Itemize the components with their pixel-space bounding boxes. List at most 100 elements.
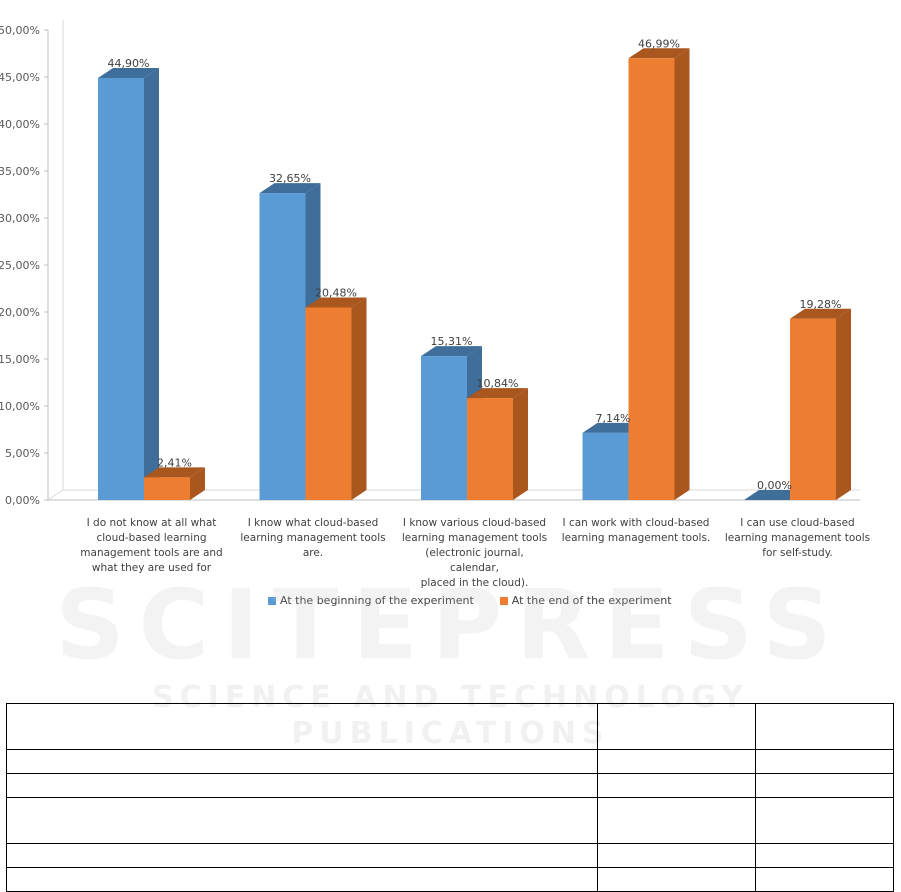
legend: At the beginning of the experiment At th… xyxy=(268,594,698,607)
table-row xyxy=(5,843,894,868)
table-cell xyxy=(597,867,757,892)
y-tick-label: 0,00% xyxy=(5,494,40,507)
bar-top-end-0 xyxy=(144,467,205,478)
bar-top-beginning-2 xyxy=(421,346,482,357)
category-label-line: learning management tools xyxy=(724,532,871,544)
data-label-end-1: 20,48% xyxy=(315,286,357,299)
legend-swatch-beginning xyxy=(268,596,276,605)
category-label-line: management tools are and xyxy=(80,547,223,559)
category-label-0: I do not know at all what cloud-based lea… xyxy=(77,516,227,576)
bar-end-2 xyxy=(467,398,513,500)
legend-item-beginning: At the beginning of the experiment xyxy=(268,594,474,607)
bar-end-0 xyxy=(144,477,190,500)
bar-top-beginning-1 xyxy=(259,183,321,194)
table-cell xyxy=(5,797,599,844)
table-cell xyxy=(597,773,757,798)
bar-beginning-0 xyxy=(98,77,144,500)
bar-side-beginning-0 xyxy=(144,67,159,500)
legend-label-beginning: At the beginning of the experiment xyxy=(280,594,474,607)
table-cell xyxy=(755,797,894,844)
category-label-line: for self-study. xyxy=(762,547,833,559)
bar-beginning-1 xyxy=(259,193,306,500)
bar-top-end-1 xyxy=(305,297,367,308)
y-tick-label: 10,00% xyxy=(0,400,40,413)
table-cell xyxy=(755,749,894,774)
table-cell xyxy=(755,867,894,892)
table-cell xyxy=(5,703,599,750)
category-label-line: I know various cloud-based xyxy=(402,517,547,529)
table-cell xyxy=(597,703,757,750)
bar-top-end-2 xyxy=(467,388,528,399)
bar-series xyxy=(98,48,851,500)
table-cell xyxy=(5,749,599,774)
category-label-line: I know what cloud-based xyxy=(247,517,379,529)
bar-side-end-0 xyxy=(190,467,205,500)
bar-side-end-3 xyxy=(674,48,690,500)
y-tick-label: 20,00% xyxy=(0,306,40,319)
data-label-beginning-3: 7,14% xyxy=(596,412,631,425)
bar-top-beginning-3 xyxy=(582,422,644,433)
data-labels: 44,90% 2,41% 32,65% 20,48% 15,31% 10,84% 7,14%… xyxy=(108,37,842,492)
bar-side-end-1 xyxy=(351,297,367,500)
category-label-line: what they are used for xyxy=(91,562,212,574)
category-label-line: learning management tools xyxy=(401,532,548,544)
y-tick-label: 30,00% xyxy=(0,212,40,225)
bar-top-end-4 xyxy=(790,308,851,319)
bar-end-3 xyxy=(628,58,675,500)
data-label-end-0: 2,41% xyxy=(157,456,192,469)
category-label-3: I can work with cloud-based learning mana… xyxy=(561,516,711,546)
data-label-beginning-1: 32,65% xyxy=(269,172,311,185)
bar-side-end-2 xyxy=(513,388,528,500)
category-label-line: I do not know at all what xyxy=(86,517,217,529)
data-label-end-3: 46,99% xyxy=(638,37,680,50)
table-cell xyxy=(755,843,894,868)
bar-end-4 xyxy=(790,318,836,500)
bar-end-1 xyxy=(305,307,352,500)
category-label-line: placed in the cloud). xyxy=(420,577,529,589)
y-tick-label: 45,00% xyxy=(0,71,40,84)
y-tick-label: 50,00% xyxy=(0,24,40,37)
legend-swatch-end xyxy=(499,596,508,605)
category-label-2: I know various cloud-based learning manag… xyxy=(400,516,550,591)
bar-side-end-4 xyxy=(836,308,851,500)
table-cell xyxy=(5,867,599,892)
table-cell xyxy=(5,843,599,868)
data-label-beginning-0: 44,90% xyxy=(108,57,150,70)
data-label-beginning-2: 15,31% xyxy=(431,335,473,348)
table-row xyxy=(5,703,894,750)
category-label-line: cloud-based learning xyxy=(96,532,207,544)
table-row xyxy=(5,797,894,844)
category-label-1: I know what cloud-based learning manageme… xyxy=(238,516,388,561)
table-cell xyxy=(755,703,894,750)
floor-edge xyxy=(47,489,64,501)
y-tick-label: 35,00% xyxy=(0,165,40,178)
table-row xyxy=(5,749,894,774)
bar-beginning-2 xyxy=(421,356,467,500)
table-row xyxy=(5,773,894,798)
bar-top-beginning-4 xyxy=(744,490,805,500)
table-cell xyxy=(597,749,757,774)
data-label-end-4: 19,28% xyxy=(800,298,842,311)
y-tick-label: 15,00% xyxy=(0,353,40,366)
table-cell xyxy=(597,797,757,844)
table-cell xyxy=(597,843,757,868)
category-label-line: I can work with cloud-based xyxy=(562,517,710,529)
bar-top-beginning-0 xyxy=(98,67,159,78)
bar-chart: 0,00% 5,00% 10,00% 15,00% 20,00% 25,00% 30,00%… xyxy=(0,20,860,507)
bar-beginning-3 xyxy=(582,432,629,500)
y-tick-label: 40,00% xyxy=(0,118,40,131)
data-table xyxy=(5,703,894,892)
category-label-line: learning management tools. xyxy=(561,532,711,544)
table-cell xyxy=(755,773,894,798)
table-row xyxy=(5,867,894,892)
category-label-line: are. xyxy=(302,547,324,559)
y-tick-label: 5,00% xyxy=(5,447,40,460)
table-cell xyxy=(5,773,599,798)
category-label-line: learning management tools xyxy=(240,532,386,544)
data-label-end-2: 10,84% xyxy=(477,377,519,390)
bar-top-end-3 xyxy=(628,48,690,59)
legend-label-end: At the end of the experiment xyxy=(511,594,672,607)
y-tick-label: 25,00% xyxy=(0,259,40,272)
category-label-4: I can use cloud-based learning management… xyxy=(723,516,873,561)
legend-item-end: At the end of the experiment xyxy=(499,594,672,607)
